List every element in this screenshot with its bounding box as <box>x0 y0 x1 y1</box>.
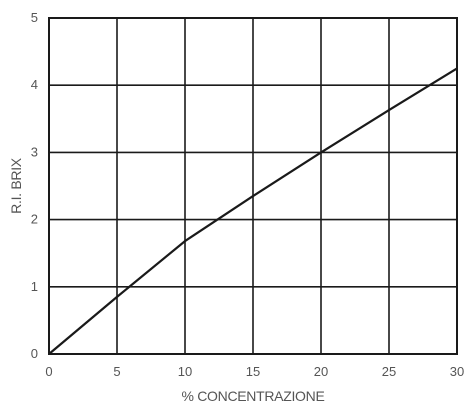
plot-frame <box>48 17 458 355</box>
x-tick-label: 30 <box>450 364 464 379</box>
y-tick-label: 1 <box>31 279 38 294</box>
x-tick-label: 5 <box>113 364 120 379</box>
x-tick-label: 20 <box>314 364 328 379</box>
y-tick-label: 5 <box>31 10 38 25</box>
y-tick-label: 0 <box>31 346 38 361</box>
x-tick-label: 25 <box>382 364 396 379</box>
y-tick-label: 2 <box>31 212 38 227</box>
x-axis-label: % CONCENTRAZIONE <box>182 388 325 404</box>
y-tick-label: 4 <box>31 77 38 92</box>
series-line <box>48 67 458 355</box>
y-tick-labels: 0 1 2 3 4 5 <box>31 10 38 361</box>
x-tick-label: 0 <box>45 364 52 379</box>
y-tick-label: 3 <box>31 144 38 159</box>
x-tick-label: 15 <box>246 364 260 379</box>
y-axis-label: R.I. BRIX <box>8 157 24 214</box>
x-tick-label: 10 <box>178 364 192 379</box>
x-tick-labels: 0 5 10 15 20 25 30 <box>45 364 464 379</box>
